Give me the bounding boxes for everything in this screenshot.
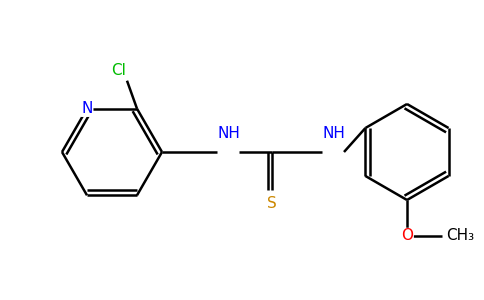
- Text: NH: NH: [322, 127, 346, 142]
- Text: N: N: [81, 101, 93, 116]
- Text: S: S: [267, 196, 277, 211]
- Text: O: O: [401, 229, 413, 244]
- Text: CH₃: CH₃: [446, 229, 474, 244]
- Text: Cl: Cl: [112, 63, 126, 78]
- Text: NH: NH: [218, 127, 241, 142]
